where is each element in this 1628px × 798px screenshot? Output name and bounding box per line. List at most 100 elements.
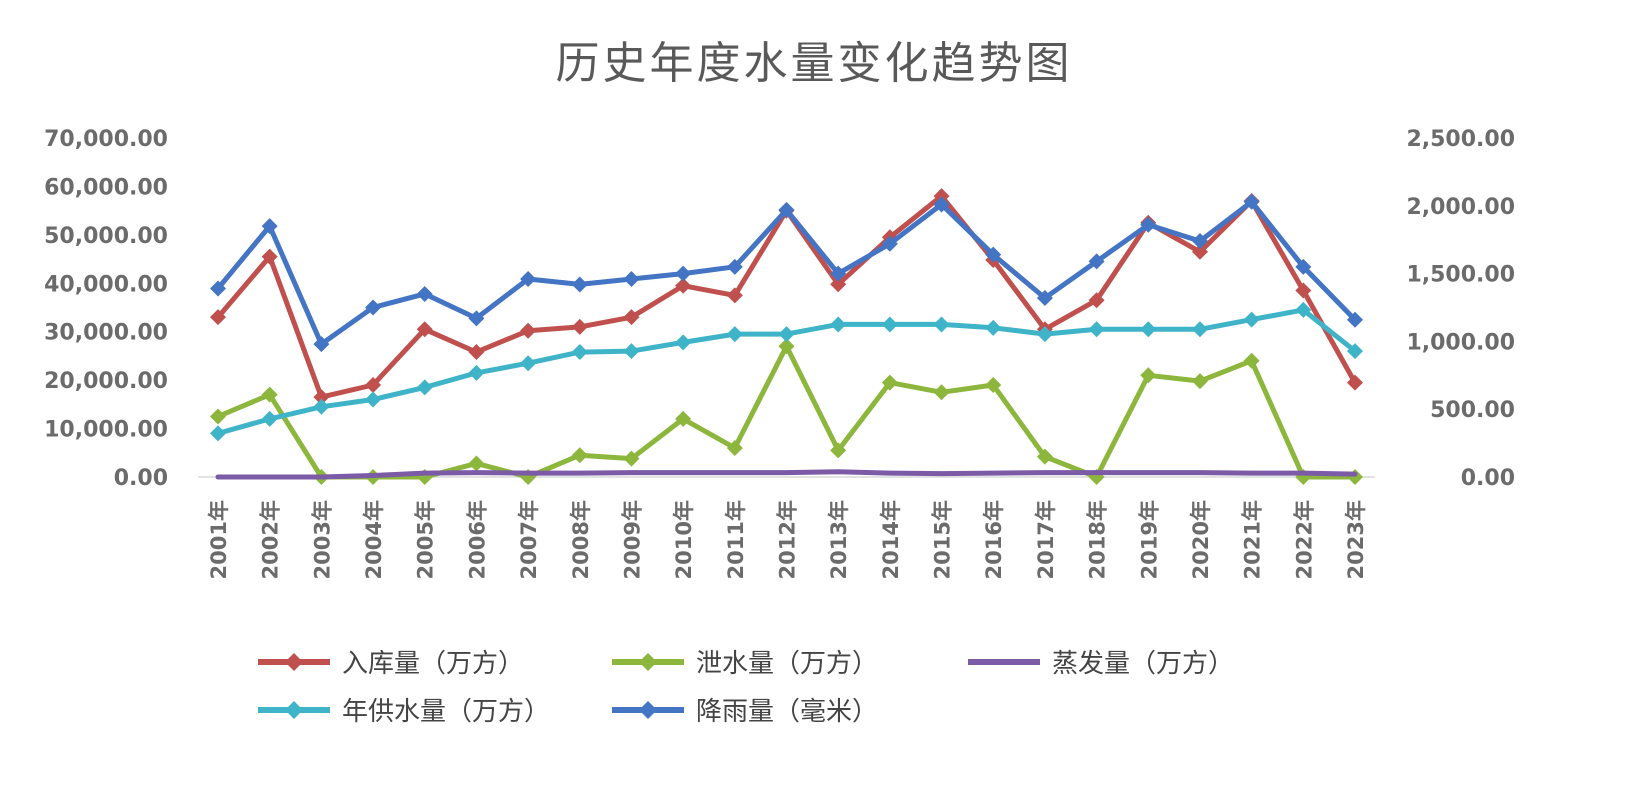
legend-marker [639,653,657,671]
x-axis-tick-label: 2018年 [1086,500,1110,579]
data-point [571,318,588,335]
series-line [215,469,1358,480]
data-point [1347,343,1363,360]
data-point [933,196,950,213]
data-point [1140,216,1157,233]
data-point [468,455,485,472]
legend: 入库量（万方） 泄水量（万方） 蒸发量（万方） 年供水量（万方） 降雨量（毫米） [258,649,1234,727]
data-point [571,447,588,464]
data-point [675,334,692,351]
data-point [778,201,795,218]
data-point [416,379,433,396]
data-point [881,374,898,391]
data-point [261,386,278,403]
data-point [313,336,330,353]
data-point [365,391,382,408]
data-point [1191,233,1208,250]
legend-item: 泄水量（万方） [612,649,878,679]
data-point [623,271,640,288]
data-point [1088,292,1105,309]
data-point [365,299,382,316]
data-point [1036,448,1053,465]
chart-title: 历史年度水量变化趋势图 [556,38,1073,89]
data-point [1347,311,1363,328]
data-point [675,410,692,427]
x-axis-tick-label: 2006年 [465,500,489,579]
right-axis-tick-label: 1,500.00 [1406,263,1515,288]
right-axis-tick-label: 2,500.00 [1406,127,1515,152]
data-point [1140,367,1157,384]
data-point [1243,352,1260,369]
x-axis-tick-label: 2023年 [1344,500,1368,579]
data-point [1036,290,1053,307]
left-axis-tick-label: 50,000.00 [44,224,168,249]
data-point [726,439,743,456]
right-axis-tick-label: 1,000.00 [1406,330,1515,355]
data-point [210,280,226,297]
data-point [830,316,847,333]
data-point [675,277,692,294]
x-axis-tick-label: 2010年 [672,500,696,579]
x-axis-tick-label: 2011年 [724,500,748,579]
x-axis-tick-label: 2020年 [1189,500,1213,579]
left-axis-tick-label: 60,000.00 [44,175,168,200]
data-point [210,408,226,425]
data-point [468,364,485,381]
legend-label: 年供水量（万方） [342,697,550,727]
data-point [623,309,640,326]
data-point [571,276,588,293]
data-point [933,316,950,333]
data-point [1295,282,1312,299]
data-point [1036,326,1053,343]
data-point [675,265,692,282]
data-point [726,258,743,275]
legend-label: 蒸发量（万方） [1052,649,1234,679]
data-point [1140,321,1157,338]
data-point [985,319,1002,336]
left-axis-ticks: 0.00 10,000.00 20,000.00 30,000.00 40,000.00… [44,127,168,491]
data-point [985,376,1002,393]
data-point [313,398,330,415]
right-axis-tick-label: 500.00 [1430,398,1515,423]
data-point [210,309,226,326]
data-point [261,410,278,427]
data-point [1347,374,1363,391]
x-axis-tick-label: 2013年 [827,500,851,579]
data-point [261,218,278,235]
data-point [1088,253,1105,270]
x-axis-tick-label: 2002年 [259,500,283,579]
series-2 [215,469,1358,480]
legend-item: 蒸发量（万方） [968,649,1234,679]
x-axis-ticks: 2001年 2002年 2003年 2004年 2005年 2006年 2007年 2008年… [207,500,1368,579]
x-axis-tick-label: 2004年 [362,500,386,579]
data-point [1295,301,1312,318]
data-point [468,344,485,361]
data-point [1088,321,1105,338]
x-axis-tick-label: 2009年 [620,500,644,579]
left-axis-tick-label: 0.00 [114,466,168,491]
data-point [726,326,743,343]
data-point [623,343,640,360]
x-axis-tick-label: 2001年 [207,500,231,579]
data-point [830,442,847,459]
data-point [416,285,433,302]
x-axis-tick-label: 2007年 [517,500,541,579]
series-4 [210,193,1363,353]
data-point [830,265,847,282]
x-axis-tick-label: 2015年 [931,500,955,579]
series-line [215,193,1358,400]
data-point [468,310,485,327]
data-point [778,326,795,343]
x-axis-tick-label: 2005年 [414,500,438,579]
data-point [520,322,537,339]
legend-item: 降雨量（毫米） [612,697,878,727]
legend-label: 入库量（万方） [342,649,524,679]
x-axis-tick-label: 2021年 [1241,500,1265,579]
data-point [416,321,433,338]
right-axis-tick-label: 0.00 [1461,466,1515,491]
data-point [520,355,537,372]
data-point [313,389,330,406]
right-axis-tick-label: 2,000.00 [1406,195,1515,220]
